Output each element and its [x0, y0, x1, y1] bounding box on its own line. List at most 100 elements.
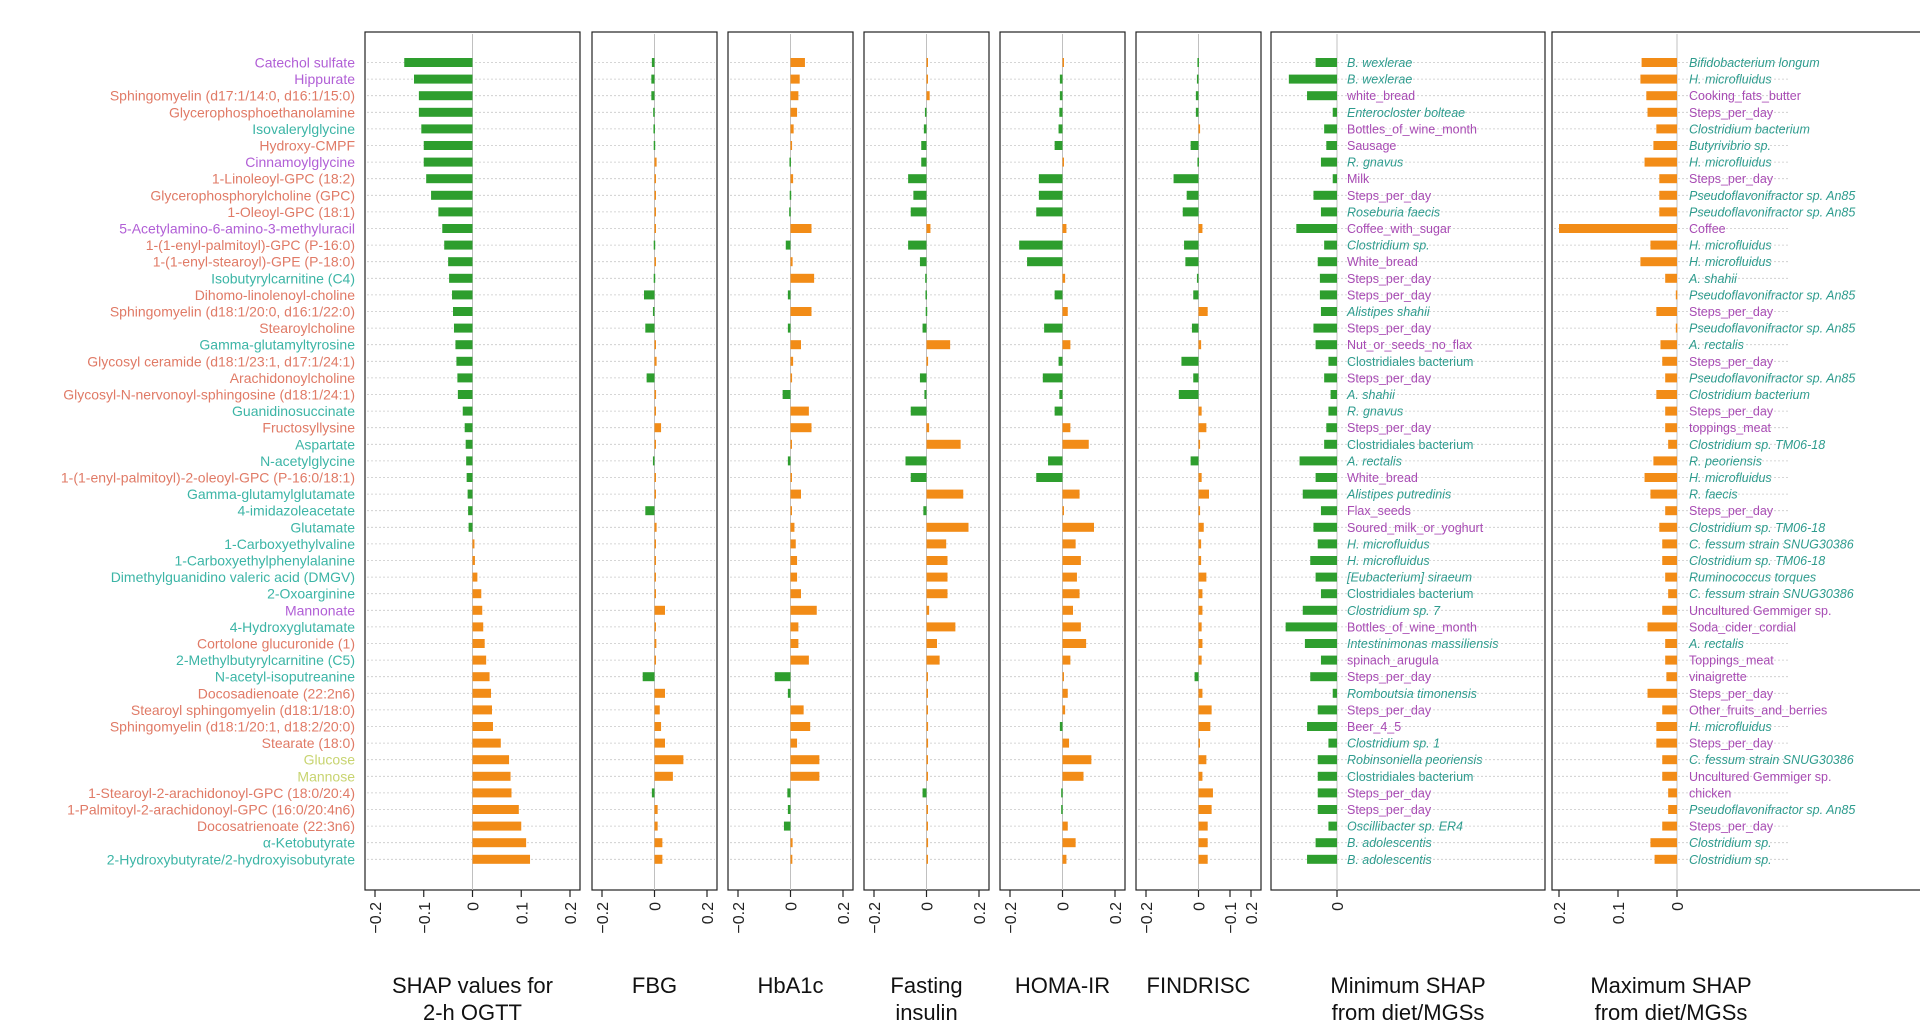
shap-bar [1656, 738, 1677, 748]
shap-bar [1315, 572, 1337, 582]
metabolite-label: Catechol sulfate [255, 55, 356, 71]
shap-bar [1058, 124, 1063, 134]
shap-bar [1062, 572, 1077, 582]
diet-mgs-label: White_bread [1347, 255, 1418, 269]
metabolite-label: Glycosyl-N-nervonoyl-sphingosine (d18:1/… [63, 387, 355, 403]
diet-mgs-label: Clostridium sp. 7 [1347, 604, 1441, 618]
shap-bar [472, 738, 501, 748]
shap-bar [790, 539, 796, 549]
metabolite-label: Dimethylguanidino valeric acid (DMGV) [111, 569, 355, 585]
shap-bar [925, 290, 927, 300]
shap-bar [1191, 323, 1199, 333]
shap-bar [1198, 854, 1208, 864]
shap-bar [1320, 655, 1337, 665]
shap-bar [1665, 273, 1677, 283]
shap-bar [926, 340, 951, 350]
shap-bar [1198, 556, 1202, 565]
diet-mgs-label: Milk [1347, 172, 1370, 186]
shap-bar [442, 224, 473, 233]
shap-bar [1186, 190, 1199, 200]
shap-bar [654, 622, 656, 632]
shap-bar [465, 439, 473, 449]
shap-bar [926, 722, 929, 731]
shap-bar [1198, 406, 1202, 416]
shap-bar [472, 755, 510, 765]
shap-bar [414, 74, 473, 84]
shap-bar [1198, 522, 1204, 532]
shap-bar [1198, 539, 1202, 549]
diet-mgs-label: Steps_per_day [1689, 172, 1774, 186]
shap-bar [782, 390, 791, 399]
shap-bar [468, 522, 473, 532]
tick-label: 0 [466, 902, 483, 911]
shap-bar [654, 639, 657, 648]
shap-bar [790, 107, 798, 117]
shap-bar [654, 688, 665, 698]
shap-bar [1198, 655, 1202, 665]
shap-bar [431, 190, 473, 200]
diet-mgs-label: White_bread [1347, 471, 1418, 485]
shap-bar [1195, 91, 1199, 101]
shap-bar [1027, 257, 1063, 267]
metabolite-label: 4-imidazoleacetate [237, 503, 355, 519]
shap-bar [926, 854, 928, 864]
panel-title: 2-h OGTT [423, 1000, 522, 1025]
shap-bar [790, 373, 793, 383]
panel-title: from diet/MGSs [1595, 1000, 1748, 1025]
diet-mgs-label: Steps_per_day [1689, 820, 1774, 834]
shap-bar [790, 74, 800, 84]
shap-bar [926, 605, 930, 615]
shap-bar [926, 738, 929, 748]
shap-bar [1062, 655, 1071, 665]
shap-bar [921, 157, 927, 167]
shap-bar [1659, 190, 1677, 200]
metabolite-label: N-acetylglycine [260, 453, 355, 469]
shap-bar [1193, 373, 1199, 383]
shap-bar [926, 755, 928, 765]
shap-bar [1315, 340, 1337, 350]
shap-bar [651, 91, 655, 101]
shap-bar [1315, 473, 1337, 482]
shap-bar [1198, 224, 1203, 233]
shap-bar [926, 805, 928, 814]
shap-bar [785, 240, 791, 250]
shap-bar [426, 174, 473, 184]
shap-bar [654, 257, 656, 267]
diet-mgs-label: white_bread [1346, 89, 1415, 103]
diet-mgs-label: H. microfluidus [1689, 73, 1772, 87]
shap-bar [654, 755, 684, 765]
diet-mgs-label: Toppings_meat [1689, 654, 1774, 668]
shap-bar [472, 805, 519, 814]
shap-bar [1193, 290, 1199, 300]
shap-bar [653, 141, 656, 150]
shap-bar [790, 556, 798, 565]
shap-bar [1198, 124, 1201, 134]
shap-bar [1644, 473, 1677, 482]
shap-bar [472, 854, 531, 864]
shap-bar [926, 91, 930, 101]
shap-bar [1665, 572, 1677, 582]
diet-mgs-label: Beer_4_5 [1347, 720, 1401, 734]
shap-bar [790, 622, 799, 632]
diet-mgs-label: Steps_per_day [1689, 305, 1774, 319]
shap-bar [926, 672, 928, 682]
shap-bar [653, 124, 655, 134]
shap-bar [1038, 174, 1063, 184]
shap-bar [1326, 423, 1337, 433]
shap-bar [423, 141, 473, 150]
shap-bar [1659, 207, 1677, 217]
shap-bar [449, 273, 473, 283]
shap-bar [457, 390, 473, 399]
shap-bar [654, 406, 656, 416]
shap-bar [1185, 257, 1199, 267]
diet-mgs-label: Flax_seeds [1347, 504, 1411, 518]
shap-bar [472, 838, 527, 848]
shap-bar [651, 788, 655, 798]
shap-bar [787, 688, 791, 698]
tick-label: −0.2 [1139, 902, 1156, 934]
shap-bar [1062, 340, 1071, 350]
shap-bar [790, 406, 809, 416]
